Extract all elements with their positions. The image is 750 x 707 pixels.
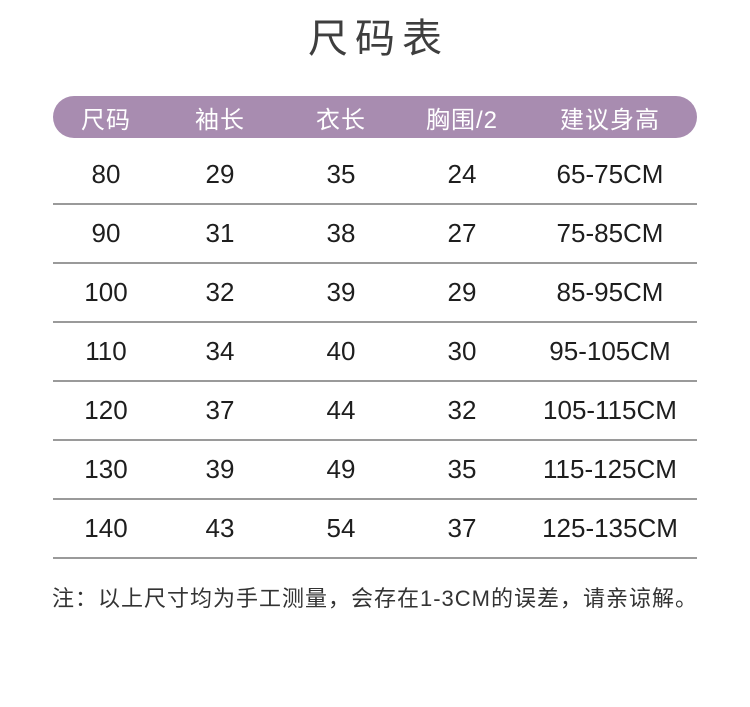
cell-garment-length: 40 <box>326 336 356 366</box>
cell-half-chest: 24 <box>447 159 477 189</box>
column-header-sleeve-length: 袖长 <box>195 106 245 134</box>
cell-suggested-height: 65-75CM <box>556 159 664 189</box>
column-header-garment-length: 衣长 <box>316 106 366 134</box>
cell-garment-length: 44 <box>326 395 356 425</box>
cell-half-chest: 30 <box>447 336 477 366</box>
cell-half-chest: 27 <box>447 218 477 248</box>
cell-sleeve-length: 39 <box>205 454 235 484</box>
cell-suggested-height: 115-125CM <box>543 454 677 484</box>
cell-half-chest: 35 <box>447 454 477 484</box>
page-title: 尺码表 <box>308 17 449 61</box>
cell-garment-length: 54 <box>326 513 356 543</box>
cell-garment-length: 49 <box>326 454 356 484</box>
column-header-size: 尺码 <box>81 106 131 134</box>
size-table: 尺码 袖长 衣长 胸围/2 建议身高 80 29 35 24 65-75CM 9… <box>53 96 697 559</box>
cell-size: 100 <box>84 277 128 307</box>
column-header-half-chest: 胸围/2 <box>425 106 498 134</box>
table-row: 140 43 54 37 125-135CM <box>53 500 697 559</box>
cell-suggested-height: 125-135CM <box>542 513 678 543</box>
cell-suggested-height: 95-105CM <box>549 336 671 366</box>
table-row: 90 31 38 27 75-85CM <box>53 205 697 264</box>
cell-half-chest: 29 <box>447 277 477 307</box>
cell-size: 120 <box>84 395 128 425</box>
size-table-body: 80 29 35 24 65-75CM 90 31 38 27 75-85CM … <box>53 146 697 559</box>
measurement-note: 注：以上尺寸均为手工测量，会存在1-3CM的误差，请亲谅解。 <box>51 586 698 611</box>
cell-suggested-height: 75-85CM <box>556 218 664 248</box>
cell-garment-length: 38 <box>326 218 356 248</box>
cell-sleeve-length: 32 <box>205 277 235 307</box>
table-row: 120 37 44 32 105-115CM <box>53 382 697 441</box>
table-row: 100 32 39 29 85-95CM <box>53 264 697 323</box>
cell-size: 90 <box>91 218 121 248</box>
table-row: 130 39 49 35 115-125CM <box>53 441 697 500</box>
cell-sleeve-length: 31 <box>205 218 235 248</box>
size-table-header: 尺码 袖长 衣长 胸围/2 建议身高 <box>53 96 697 138</box>
cell-suggested-height: 85-95CM <box>556 277 664 307</box>
cell-sleeve-length: 37 <box>205 395 235 425</box>
table-row: 80 29 35 24 65-75CM <box>53 146 697 205</box>
cell-size: 140 <box>84 513 128 543</box>
column-header-suggested-height: 建议身高 <box>560 106 660 134</box>
cell-half-chest: 32 <box>447 395 477 425</box>
cell-size: 130 <box>84 454 128 484</box>
cell-size: 110 <box>85 336 127 366</box>
cell-size: 80 <box>91 159 121 189</box>
cell-garment-length: 35 <box>326 159 356 189</box>
cell-half-chest: 37 <box>447 513 477 543</box>
cell-sleeve-length: 29 <box>205 159 235 189</box>
cell-sleeve-length: 34 <box>205 336 235 366</box>
cell-sleeve-length: 43 <box>205 513 235 543</box>
table-row: 110 34 40 30 95-105CM <box>53 323 697 382</box>
cell-garment-length: 39 <box>326 277 356 307</box>
cell-suggested-height: 105-115CM <box>543 395 677 425</box>
